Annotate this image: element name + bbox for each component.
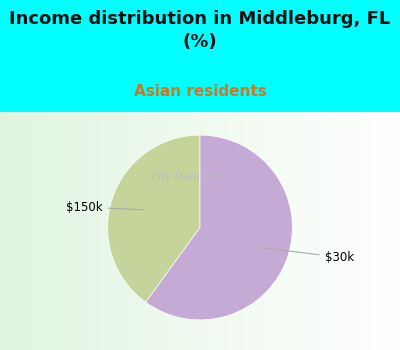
Text: City-Data.com: City-Data.com: [151, 172, 226, 182]
Wedge shape: [108, 135, 200, 302]
Text: $30k: $30k: [266, 248, 354, 264]
Text: Asian residents: Asian residents: [134, 84, 266, 99]
Wedge shape: [146, 135, 292, 320]
Text: $150k: $150k: [66, 201, 143, 214]
Text: Income distribution in Middleburg, FL
(%): Income distribution in Middleburg, FL (%…: [9, 10, 391, 51]
